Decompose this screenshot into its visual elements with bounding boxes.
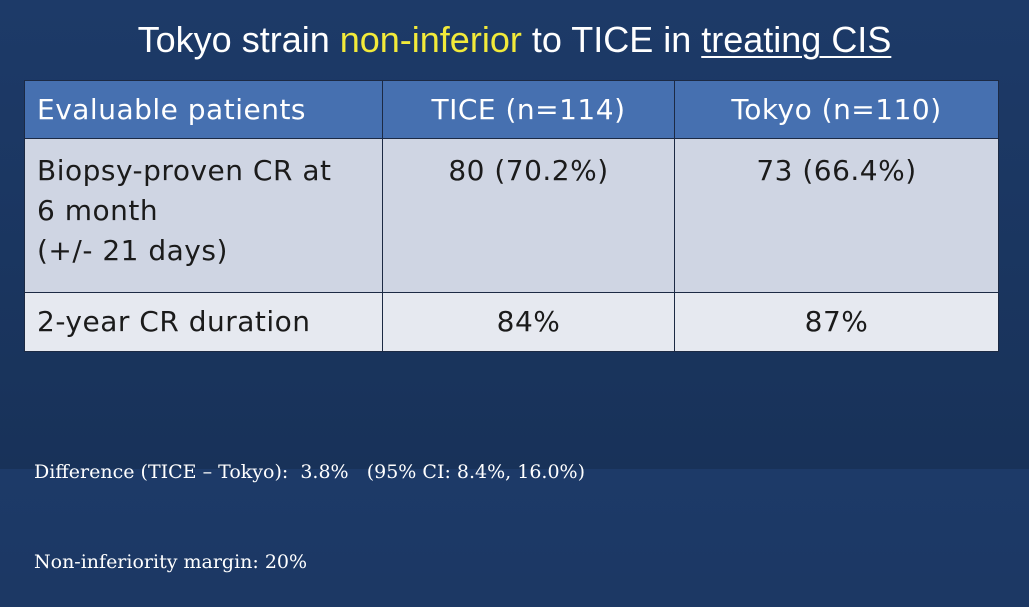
header-tokyo: Tokyo (n=110) [674,80,999,139]
header-evaluable-patients: Evaluable patients [24,80,383,139]
cell-tokyo-duration: 87% [674,292,999,352]
row-label-biopsy-cr: Biopsy-proven CR at 6 month (+/- 21 days… [24,138,383,293]
row-label-line: 6 month [37,194,159,227]
table-row-cr-duration: 2-year CR duration 84% 87% [24,292,999,352]
title-part1: Tokyo strain [137,19,340,60]
row-label-line: (+/- 21 days) [37,234,228,267]
cell-tice-duration: 84% [382,292,675,352]
row-label-line: Biopsy-proven CR at [37,154,332,187]
row-label-cr-duration: 2-year CR duration [24,292,383,352]
cell-tice-cr: 80 (70.2%) [382,138,675,293]
header-tice: TICE (n=114) [382,80,675,139]
table-header-row: Evaluable patients TICE (n=114) Tokyo (n… [24,80,999,139]
title-part2: to TICE in [521,19,702,60]
cell-tokyo-cr: 73 (66.4%) [674,138,999,293]
results-table: Evaluable patients TICE (n=114) Tokyo (n… [24,80,999,352]
slide-title: Tokyo strain non-inferior to TICE in tre… [0,14,1029,66]
title-underlined: treating CIS [701,19,892,60]
table-row-biopsy-cr: Biopsy-proven CR at 6 month (+/- 21 days… [24,138,999,293]
title-highlight: non-inferior [339,19,522,60]
footnote-margin: Non-inferiority margin: 20% [34,551,308,573]
footnote-difference: Difference (TICE – Tokyo): 3.8% (95% CI:… [34,461,586,483]
footnotes: Difference (TICE – Tokyo): 3.8% (95% CI:… [34,397,585,607]
